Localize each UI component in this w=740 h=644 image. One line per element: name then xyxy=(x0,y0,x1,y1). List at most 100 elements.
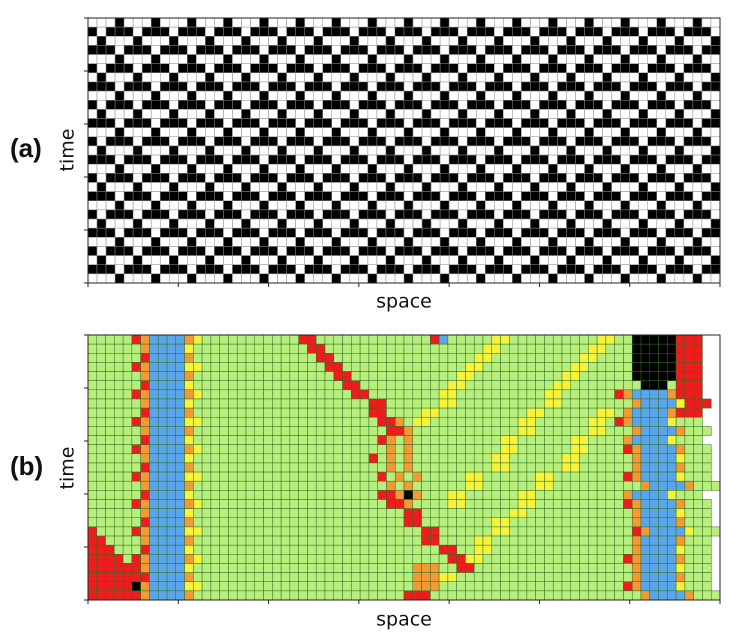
cell xyxy=(503,218,513,229)
cell xyxy=(605,426,615,436)
cell xyxy=(649,471,659,482)
cell xyxy=(575,45,585,55)
cell xyxy=(584,127,594,138)
cell xyxy=(658,435,668,445)
cell xyxy=(503,26,513,37)
cell xyxy=(205,273,215,284)
cell xyxy=(322,36,333,46)
cell xyxy=(140,590,150,601)
cell xyxy=(150,99,161,110)
cell xyxy=(593,99,603,110)
cell xyxy=(412,572,422,582)
cell xyxy=(539,136,549,147)
cell xyxy=(466,191,477,202)
cell xyxy=(552,380,563,391)
cell xyxy=(465,435,475,445)
cell xyxy=(201,581,212,592)
cell xyxy=(286,218,296,229)
cell xyxy=(196,54,206,64)
cell xyxy=(223,63,233,74)
cell xyxy=(187,99,197,110)
cell xyxy=(105,563,115,573)
cell xyxy=(250,54,260,64)
cell xyxy=(259,209,269,220)
cell xyxy=(359,526,370,537)
cell xyxy=(351,444,361,455)
cell xyxy=(277,182,287,192)
cell xyxy=(304,81,314,92)
cell xyxy=(521,237,531,247)
cell xyxy=(605,535,615,546)
cell xyxy=(159,45,170,55)
cell xyxy=(602,246,612,256)
cell xyxy=(623,426,633,436)
cell xyxy=(412,90,423,101)
cell xyxy=(272,517,282,528)
cell xyxy=(430,544,440,555)
cell xyxy=(693,480,703,491)
cell xyxy=(485,163,495,174)
cell xyxy=(667,334,677,345)
cell xyxy=(394,237,405,247)
cell xyxy=(259,163,269,174)
cell xyxy=(605,453,615,464)
cell xyxy=(620,237,630,247)
cell xyxy=(272,453,282,464)
cell xyxy=(259,90,269,101)
cell xyxy=(509,343,519,354)
cell xyxy=(675,490,686,500)
cell xyxy=(491,362,501,372)
cell xyxy=(430,63,441,74)
cell xyxy=(674,81,685,92)
cell xyxy=(544,526,554,537)
cell xyxy=(684,554,694,564)
cell xyxy=(263,563,273,573)
cell xyxy=(201,407,212,418)
cell xyxy=(277,218,287,229)
cell xyxy=(430,264,441,275)
cell xyxy=(307,389,317,400)
cell xyxy=(123,54,134,64)
cell xyxy=(548,127,558,138)
cell xyxy=(579,426,589,436)
cell xyxy=(631,444,642,455)
cell xyxy=(219,526,229,537)
cell xyxy=(620,26,630,37)
cell xyxy=(201,471,212,482)
cell xyxy=(141,173,152,183)
cell xyxy=(193,554,203,564)
cell xyxy=(701,81,712,92)
cell xyxy=(683,45,694,55)
cell xyxy=(557,218,567,229)
cell xyxy=(593,264,603,275)
cell xyxy=(640,590,651,601)
cell xyxy=(385,36,396,46)
cell xyxy=(333,444,343,455)
cell xyxy=(544,462,554,473)
cell xyxy=(268,36,278,46)
cell xyxy=(87,471,98,482)
cell xyxy=(566,136,576,147)
cell xyxy=(351,426,361,436)
cell xyxy=(566,173,576,183)
cell xyxy=(500,490,510,500)
cell xyxy=(566,227,576,238)
cell xyxy=(184,353,194,363)
cell xyxy=(331,209,342,220)
cell xyxy=(331,173,342,183)
cell xyxy=(277,63,287,74)
cell xyxy=(412,182,423,192)
cell xyxy=(175,389,185,400)
cell xyxy=(614,398,624,409)
cell xyxy=(359,362,370,372)
cell xyxy=(692,136,703,147)
cell xyxy=(439,191,450,202)
cell xyxy=(184,462,194,473)
cell xyxy=(448,264,459,275)
cell xyxy=(710,264,721,275)
cell xyxy=(223,45,233,55)
cell xyxy=(96,508,106,519)
cell xyxy=(491,380,501,391)
cell xyxy=(193,416,203,427)
cell xyxy=(473,563,484,573)
